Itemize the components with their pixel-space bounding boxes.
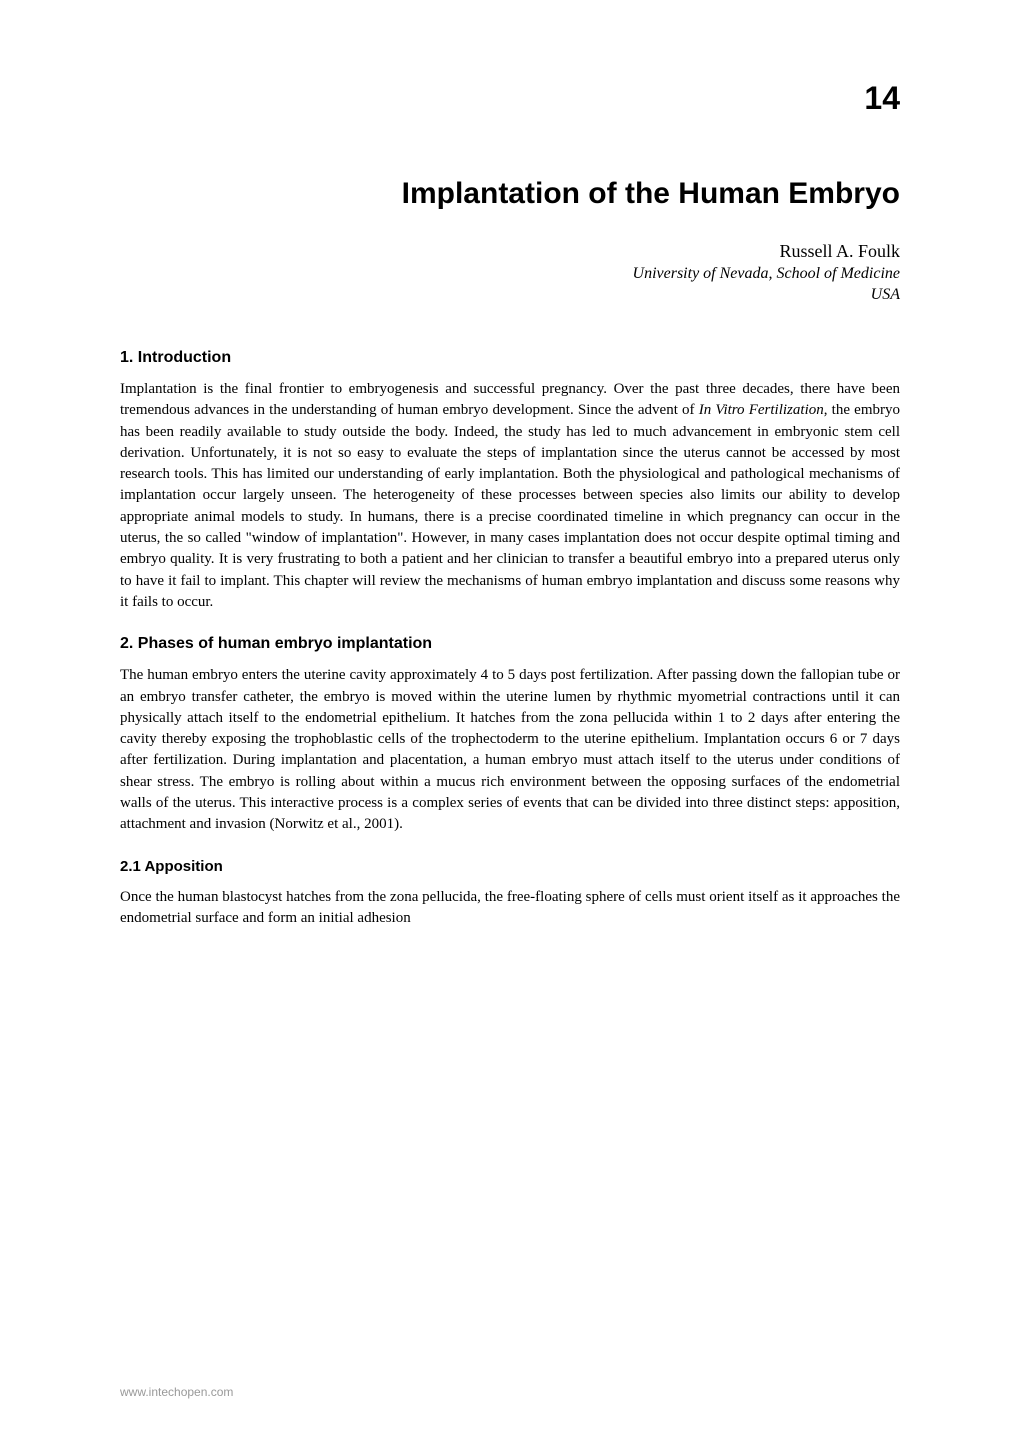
chapter-number: 14 [120, 80, 900, 117]
section-heading-phases: 2. Phases of human embryo implantation [120, 635, 900, 653]
author-affiliation: University of Nevada, School of Medicine [120, 265, 900, 283]
italic-term: In Vitro Fertilization [699, 402, 824, 418]
section-heading-introduction: 1. Introduction [120, 349, 900, 367]
introduction-body: Implantation is the final frontier to em… [120, 379, 900, 613]
chapter-title: Implantation of the Human Embryo [120, 177, 900, 211]
author-name: Russell A. Foulk [120, 241, 900, 262]
subsection-heading-apposition: 2.1 Apposition [120, 858, 900, 875]
phases-body: The human embryo enters the uterine cavi… [120, 665, 900, 835]
author-country: USA [120, 286, 900, 304]
apposition-body: Once the human blastocyst hatches from t… [120, 887, 900, 930]
footer-url: www.intechopen.com [120, 1385, 233, 1399]
